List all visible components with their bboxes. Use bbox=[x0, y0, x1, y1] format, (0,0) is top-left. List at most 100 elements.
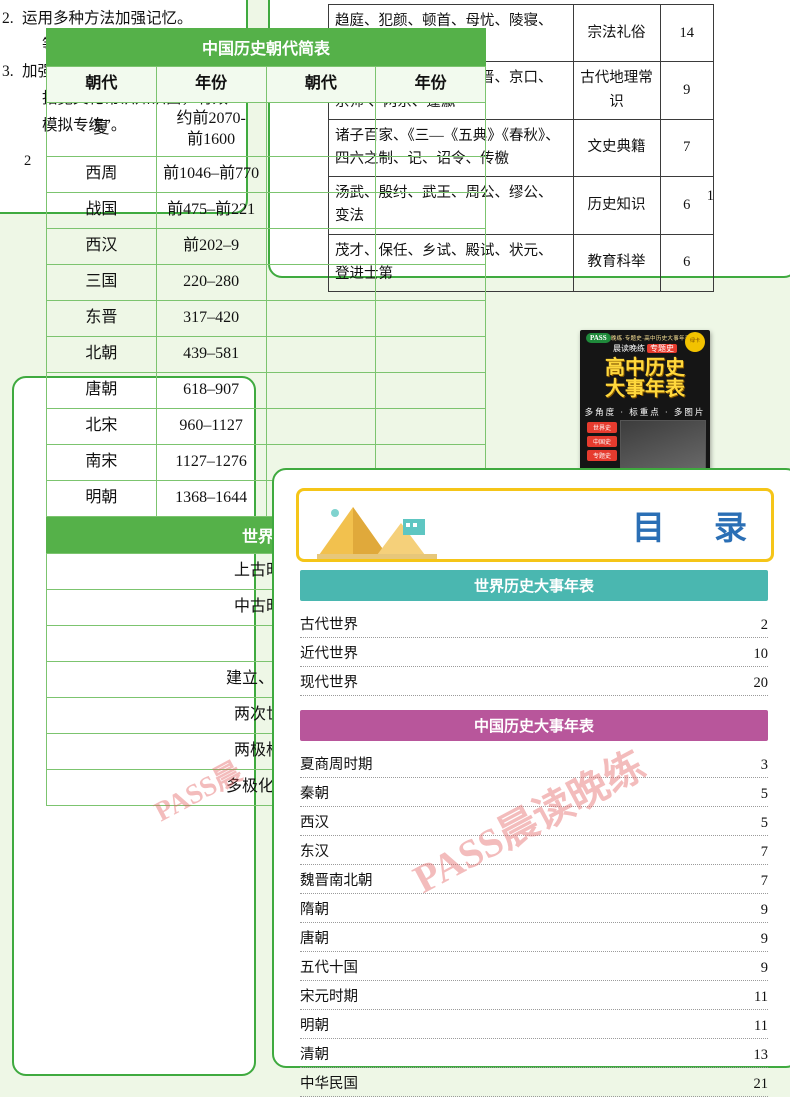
toc-entry[interactable]: 中华民国 21 bbox=[300, 1068, 768, 1097]
cell-year: 前1046–前770 bbox=[155, 156, 267, 193]
table-cell-category: 古代地理常识 bbox=[572, 61, 661, 120]
toc-entry-label: 夏商周时期 bbox=[300, 757, 373, 773]
toc-entry-page: 9 bbox=[760, 960, 768, 976]
toc-panel: 目 录 世界历史大事年表 古代世界 2 近代世界 10 现代世界 20 bbox=[272, 468, 790, 1097]
list-item-number: 2. bbox=[2, 10, 14, 27]
toc-entry-page: 10 bbox=[753, 646, 769, 662]
toc-entry[interactable]: 西汉 5 bbox=[300, 807, 768, 836]
toc-section-china: 中国历史大事年表 夏商周时期 3 秦朝 5 西汉 5 东汉 7 bbox=[300, 710, 768, 1097]
book-series: 晨读晚练 专题史 bbox=[580, 343, 710, 354]
toc-entry-page: 5 bbox=[760, 815, 768, 831]
cell-era-2 bbox=[265, 192, 377, 229]
col-header-year: 年份 bbox=[155, 66, 267, 103]
list-item-number: 3. bbox=[2, 63, 14, 81]
toc-entry-label: 清朝 bbox=[300, 1047, 329, 1063]
cell-year-2 bbox=[375, 228, 486, 265]
book-tag: 世界史 bbox=[587, 422, 617, 433]
cell-year-2 bbox=[375, 192, 486, 229]
toc-entry[interactable]: 东汉 7 bbox=[300, 836, 768, 865]
cell-era-2 bbox=[265, 102, 377, 157]
toc-entry-page: 9 bbox=[760, 931, 768, 947]
page-number: 2 bbox=[24, 153, 32, 170]
cell-year-2 bbox=[375, 300, 486, 337]
cell-year: 439–581 bbox=[155, 336, 267, 373]
table-row: 西汉 前202–9 bbox=[46, 228, 486, 265]
cell-era: 西汉 bbox=[46, 228, 157, 265]
cell-year: 317–420 bbox=[155, 300, 267, 337]
toc-entry-label: 唐朝 bbox=[300, 931, 329, 947]
table-cell-count: 6 bbox=[659, 176, 714, 235]
toc-header-box: 目 录 bbox=[296, 488, 774, 562]
toc-entry[interactable]: 夏商周时期 3 bbox=[300, 749, 768, 778]
cell-year-2 bbox=[375, 264, 486, 301]
toc-entry-page: 11 bbox=[754, 1018, 768, 1034]
toc-entry[interactable]: 秦朝 5 bbox=[300, 778, 768, 807]
toc-entry[interactable]: 隋朝 9 bbox=[300, 894, 768, 923]
table-cell-category: 文史典籍 bbox=[572, 118, 661, 178]
toc-entry[interactable]: 魏晋南北朝 7 bbox=[300, 865, 768, 894]
cell-era: 三国 bbox=[46, 264, 157, 301]
cell-year-2 bbox=[375, 102, 486, 157]
toc-entry[interactable]: 宋元时期 11 bbox=[300, 981, 768, 1010]
cell-era-2 bbox=[265, 300, 377, 337]
table-cell-count: 14 bbox=[659, 3, 714, 63]
cell-era: 北朝 bbox=[46, 336, 157, 373]
toc-entry-page: 9 bbox=[760, 902, 768, 918]
cell-era-2 bbox=[265, 408, 377, 445]
toc-entry-page: 5 bbox=[760, 786, 768, 802]
table-row: 战国 前475–前221 bbox=[46, 192, 486, 229]
table-row: 东晋 317–420 bbox=[46, 300, 486, 337]
cell-era: 战国 bbox=[46, 192, 157, 229]
book-title-line-2: 大事年表 bbox=[605, 378, 685, 401]
toc-entry[interactable]: 现代世界 20 bbox=[300, 667, 768, 696]
toc-body: 世界历史大事年表 古代世界 2 近代世界 10 现代世界 20 中国历史大事年表 bbox=[300, 570, 768, 1097]
toc-entry-label: 古代世界 bbox=[300, 617, 358, 633]
table-row: 三国 220–280 bbox=[46, 264, 486, 301]
toc-entry[interactable]: 古代世界 2 bbox=[300, 609, 768, 638]
book-features: 多角度 · 标重点 · 多图片 bbox=[584, 407, 706, 417]
table-cell-category: 教育科举 bbox=[572, 233, 661, 292]
cell-year: 前202–9 bbox=[155, 228, 267, 265]
table-cell-category: 宗法礼俗 bbox=[572, 3, 661, 63]
cell-era: 东晋 bbox=[46, 300, 157, 337]
cell-era-2 bbox=[265, 372, 377, 409]
cell-era: 西周 bbox=[46, 156, 157, 193]
toc-entry-page: 7 bbox=[760, 873, 768, 889]
table-cell-category: 历史知识 bbox=[572, 176, 661, 235]
cell-era: 夏 bbox=[46, 102, 157, 157]
table-header-row: 朝代 年份 朝代 年份 bbox=[46, 66, 486, 103]
col-header-era: 朝代 bbox=[46, 66, 157, 103]
cell-year: 220–280 bbox=[155, 264, 267, 301]
toc-entry-page: 21 bbox=[753, 1076, 769, 1092]
toc-entry-page: 13 bbox=[753, 1047, 769, 1063]
toc-entry[interactable]: 五代十国 9 bbox=[300, 952, 768, 981]
cell-era-2 bbox=[265, 264, 377, 301]
toc-entry-label: 明朝 bbox=[300, 1018, 329, 1034]
dynasty-table-title: 中国历史朝代简表 bbox=[46, 28, 486, 66]
cell-year-2 bbox=[375, 408, 486, 445]
cell-era: 唐朝 bbox=[46, 372, 157, 409]
book-title: 高中历史 大事年表 bbox=[580, 357, 710, 401]
cell-era: 南宋 bbox=[46, 444, 157, 481]
table-cell-count: 9 bbox=[659, 61, 714, 120]
toc-entry[interactable]: 明朝 11 bbox=[300, 1010, 768, 1039]
toc-entry-label: 五代十国 bbox=[300, 960, 358, 976]
toc-entry-page: 7 bbox=[760, 844, 768, 860]
book-series-tag: 专题史 bbox=[647, 344, 677, 353]
toc-entry[interactable]: 清朝 13 bbox=[300, 1039, 768, 1068]
toc-entry-page: 11 bbox=[754, 989, 768, 1005]
table-row: 北朝 439–581 bbox=[46, 336, 486, 373]
toc-entry[interactable]: 唐朝 9 bbox=[300, 923, 768, 952]
list-item: 2. 运用多种方法加强记忆。 bbox=[2, 6, 236, 33]
book-series-name: 晨读晚练 bbox=[613, 344, 645, 353]
toc-entry-page: 2 bbox=[760, 617, 768, 633]
seal-icon: 绿卡 bbox=[685, 332, 705, 352]
table-row: 北宋 960–1127 bbox=[46, 408, 486, 445]
cell-year-2 bbox=[375, 336, 486, 373]
toc-entry-page: 20 bbox=[753, 675, 769, 691]
cell-year-2 bbox=[375, 372, 486, 409]
col-header-era-2: 朝代 bbox=[265, 66, 377, 103]
toc-entry[interactable]: 近代世界 10 bbox=[300, 638, 768, 667]
toc-entry-label: 秦朝 bbox=[300, 786, 329, 802]
cell-year: 1368–1644 bbox=[155, 480, 267, 517]
